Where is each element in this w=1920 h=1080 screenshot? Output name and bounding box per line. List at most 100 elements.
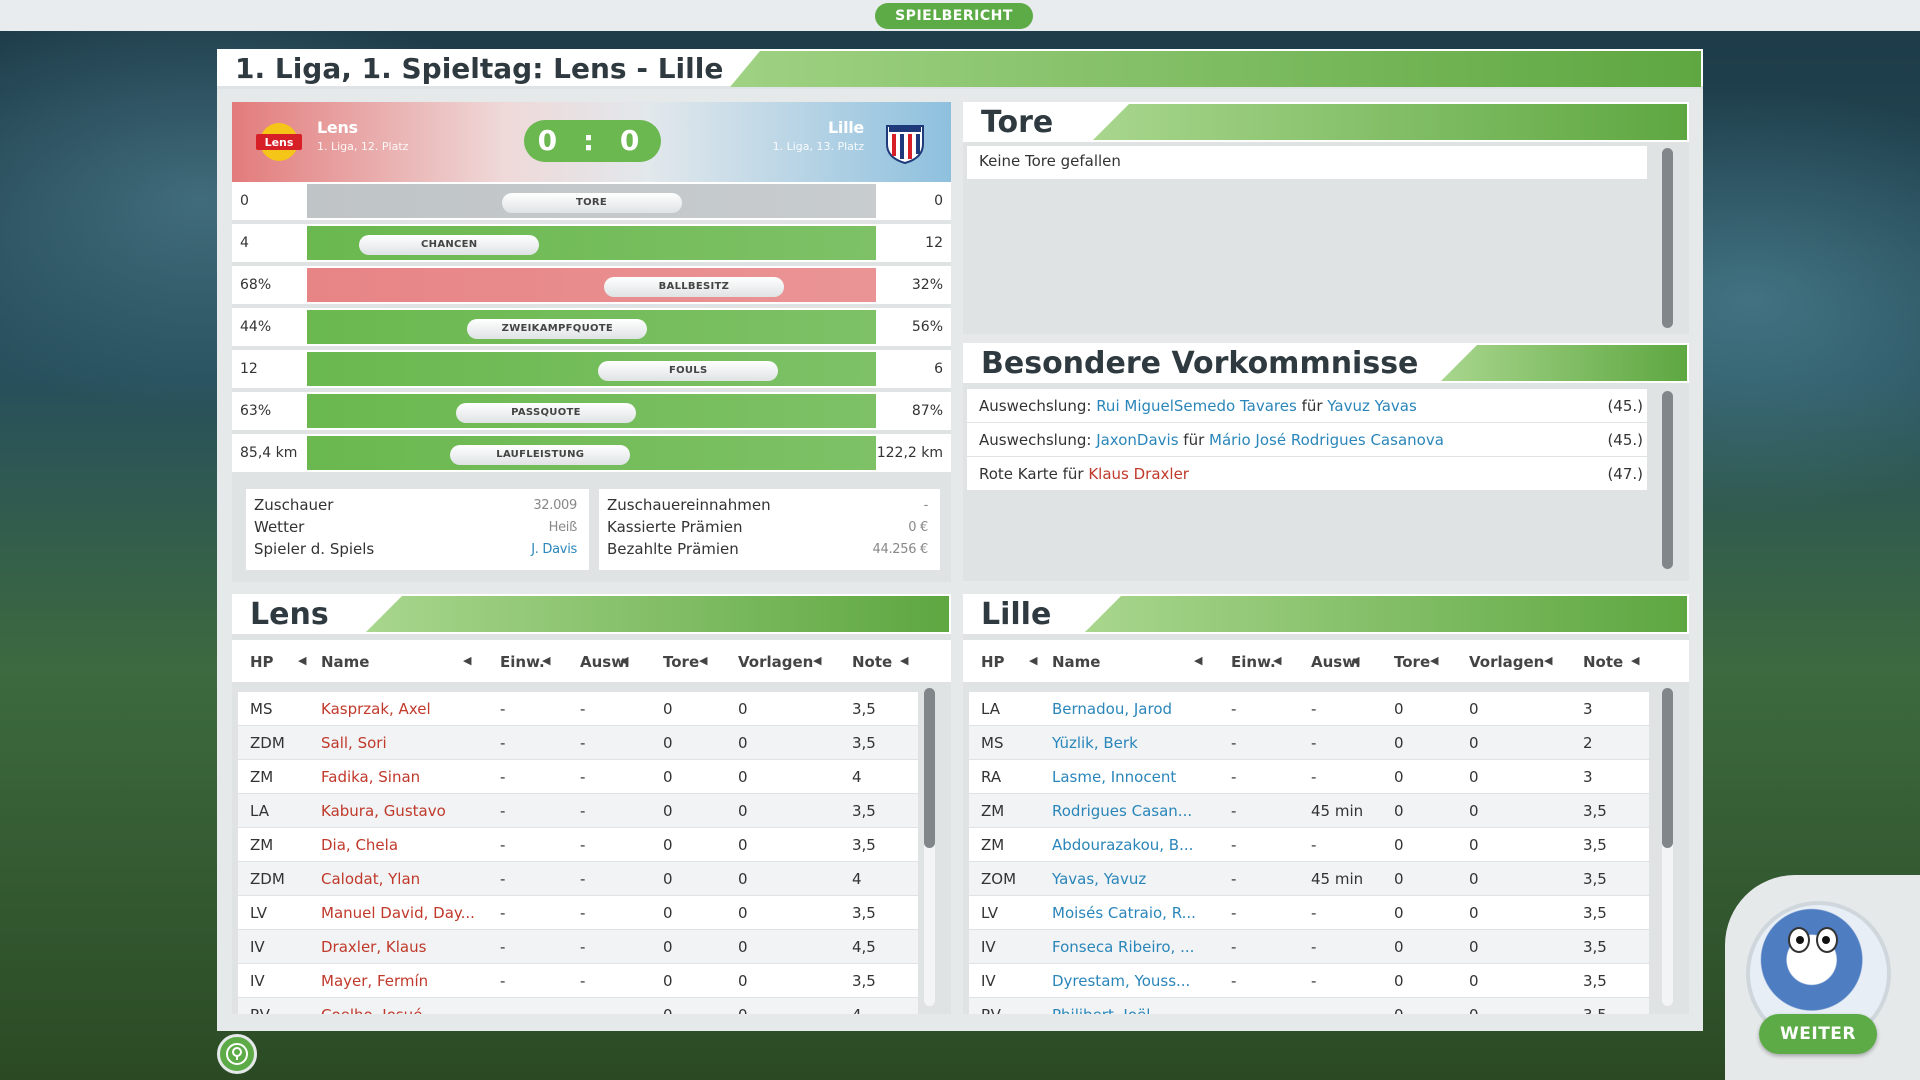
player-name-link[interactable]: Manuel David, Day...: [321, 904, 475, 922]
player-name-link[interactable]: Lasme, Innocent: [1052, 768, 1177, 786]
sort-left-arrow-icon[interactable]: ◀: [813, 654, 822, 667]
column-header[interactable]: Ausw.: [1311, 653, 1361, 671]
table-row[interactable]: ZM Fadika, Sinan - - 0 0 4: [238, 760, 918, 793]
lens-scrollbar-thumb[interactable]: [924, 688, 935, 848]
table-cell: MS: [250, 700, 273, 718]
table-row[interactable]: LA Kabura, Gustavo - - 0 0 3,5: [238, 794, 918, 827]
table-row[interactable]: RA Lasme, Innocent - - 0 0 3: [969, 760, 1649, 793]
event-player-link[interactable]: Rui MiguelSemedo Tavares: [1096, 397, 1297, 415]
table-row[interactable]: RV Philibert, Joël - - 0 0 3,5: [969, 998, 1649, 1014]
hint-button[interactable]: [217, 1034, 257, 1074]
column-header[interactable]: Ausw.: [580, 653, 630, 671]
sort-left-arrow-icon[interactable]: ◀: [1631, 654, 1640, 667]
sort-left-arrow-icon[interactable]: ◀: [1351, 654, 1360, 667]
event-player-link[interactable]: Yavuz Yavas: [1327, 397, 1417, 415]
table-row[interactable]: LA Bernadou, Jarod - - 0 0 3: [969, 692, 1649, 725]
player-name-link[interactable]: Sall, Sori: [321, 734, 387, 752]
table-row[interactable]: ZM Abdourazakou, B... - - 0 0 3,5: [969, 828, 1649, 861]
table-cell: -: [1231, 734, 1237, 752]
player-name-link[interactable]: Kabura, Gustavo: [321, 802, 446, 820]
column-header[interactable]: Einw.: [1231, 653, 1276, 671]
lille-scrollbar-thumb[interactable]: [1662, 688, 1673, 848]
sort-left-arrow-icon[interactable]: ◀: [463, 654, 472, 667]
column-header[interactable]: Vorlagen: [738, 653, 814, 671]
player-name-link[interactable]: Mayer, Fermín: [321, 972, 429, 990]
event-player-link[interactable]: JaxonDavis: [1096, 431, 1179, 449]
column-header[interactable]: Note: [852, 653, 893, 671]
table-row[interactable]: ZM Dia, Chela - - 0 0 3,5: [238, 828, 918, 861]
sort-left-arrow-icon[interactable]: ◀: [699, 654, 708, 667]
player-name-link[interactable]: Moisés Catraio, R...: [1052, 904, 1196, 922]
column-header[interactable]: Tore: [663, 653, 700, 671]
match-info-right: Zuschauereinnahmen - Kassierte Prämien 0 € B…: [599, 489, 940, 570]
player-name-link[interactable]: Yüzlik, Berk: [1052, 734, 1138, 752]
player-name-link[interactable]: Calodat, Ylan: [321, 870, 421, 888]
sort-left-arrow-icon[interactable]: ◀: [900, 654, 909, 667]
player-name-link[interactable]: Rodrigues Casan...: [1052, 802, 1193, 820]
table-cell: 3,5: [1583, 972, 1607, 990]
goals-scrollbar-thumb[interactable]: [1662, 148, 1673, 328]
info-label: Wetter: [254, 518, 305, 536]
column-header[interactable]: HP: [250, 653, 274, 671]
player-of-match-link[interactable]: J. Davis: [531, 542, 577, 557]
table-cell: -: [500, 700, 506, 718]
table-cell: -: [580, 904, 586, 922]
table-row[interactable]: IV Mayer, Fermín - - 0 0 3,5: [238, 964, 918, 997]
table-row[interactable]: IV Draxler, Klaus - - 0 0 4,5: [238, 930, 918, 963]
sort-left-arrow-icon[interactable]: ◀: [1194, 654, 1203, 667]
events-scrollbar-thumb[interactable]: [1662, 391, 1673, 569]
player-name-link[interactable]: Bernadou, Jarod: [1052, 700, 1173, 718]
events-scrollbar[interactable]: [1662, 391, 1673, 569]
table-row[interactable]: IV Fonseca Ribeiro, ... - - 0 0 3,5: [969, 930, 1649, 963]
lille-scrollbar[interactable]: [1662, 688, 1673, 1006]
column-header[interactable]: Einw.: [500, 653, 545, 671]
table-cell: 0: [1394, 802, 1404, 820]
table-row[interactable]: LV Manuel David, Day... - - 0 0 3,5: [238, 896, 918, 929]
event-player-link[interactable]: Klaus Draxler: [1088, 465, 1189, 483]
table-row[interactable]: MS Yüzlik, Berk - - 0 0 2: [969, 726, 1649, 759]
lightbulb-icon: [226, 1043, 248, 1065]
player-name-link[interactable]: Fonseca Ribeiro, ...: [1052, 938, 1195, 956]
player-name-link[interactable]: Philibert, Joël: [1052, 1006, 1150, 1014]
column-header[interactable]: Name: [321, 653, 370, 671]
table-cell: -: [1311, 938, 1317, 956]
event-minute: (45.): [1607, 397, 1643, 415]
player-name-link[interactable]: Coelho, Josué: [321, 1006, 422, 1014]
table-row[interactable]: ZDM Calodat, Ylan - - 0 0 4: [238, 862, 918, 895]
column-header[interactable]: HP: [981, 653, 1005, 671]
sort-left-arrow-icon[interactable]: ◀: [620, 654, 629, 667]
sort-left-arrow-icon[interactable]: ◀: [1430, 654, 1439, 667]
continue-button[interactable]: WEITER: [1759, 1014, 1877, 1054]
table-row[interactable]: LV Moisés Catraio, R... - - 0 0 3,5: [969, 896, 1649, 929]
sort-left-arrow-icon[interactable]: ◀: [1029, 654, 1038, 667]
table-cell: ZOM: [981, 870, 1017, 888]
player-name-link[interactable]: Dia, Chela: [321, 836, 399, 854]
sort-left-arrow-icon[interactable]: ◀: [1544, 654, 1553, 667]
table-cell: -: [500, 972, 506, 990]
table-row[interactable]: MS Kasprzak, Axel - - 0 0 3,5: [238, 692, 918, 725]
table-row[interactable]: IV Dyrestam, Youss... - - 0 0 3,5: [969, 964, 1649, 997]
table-cell: -: [580, 768, 586, 786]
column-header[interactable]: Note: [1583, 653, 1624, 671]
goals-scrollbar[interactable]: [1662, 148, 1673, 328]
table-cell: 0: [738, 768, 748, 786]
column-header[interactable]: Name: [1052, 653, 1101, 671]
table-row[interactable]: ZDM Sall, Sori - - 0 0 3,5: [238, 726, 918, 759]
player-name-link[interactable]: Fadika, Sinan: [321, 768, 421, 786]
table-row[interactable]: ZM Rodrigues Casan... - 45 min 0 0 3,5: [969, 794, 1649, 827]
player-name-link[interactable]: Yavas, Yavuz: [1052, 870, 1147, 888]
lens-scrollbar[interactable]: [924, 688, 935, 1006]
player-name-link[interactable]: Dyrestam, Youss...: [1052, 972, 1191, 990]
table-row[interactable]: ZOM Yavas, Yavuz - 45 min 0 0 3,5: [969, 862, 1649, 895]
table-row[interactable]: RV Coelho, Josué - - 0 0 4: [238, 998, 918, 1014]
player-name-link[interactable]: Draxler, Klaus: [321, 938, 427, 956]
goals-title: Tore: [981, 105, 1054, 140]
column-header[interactable]: Tore: [1394, 653, 1431, 671]
sort-left-arrow-icon[interactable]: ◀: [1273, 654, 1282, 667]
event-player-link[interactable]: Mário José Rodrigues Casanova: [1209, 431, 1444, 449]
sort-left-arrow-icon[interactable]: ◀: [298, 654, 307, 667]
player-name-link[interactable]: Kasprzak, Axel: [321, 700, 431, 718]
column-header[interactable]: Vorlagen: [1469, 653, 1545, 671]
player-name-link[interactable]: Abdourazakou, B...: [1052, 836, 1194, 854]
sort-left-arrow-icon[interactable]: ◀: [542, 654, 551, 667]
